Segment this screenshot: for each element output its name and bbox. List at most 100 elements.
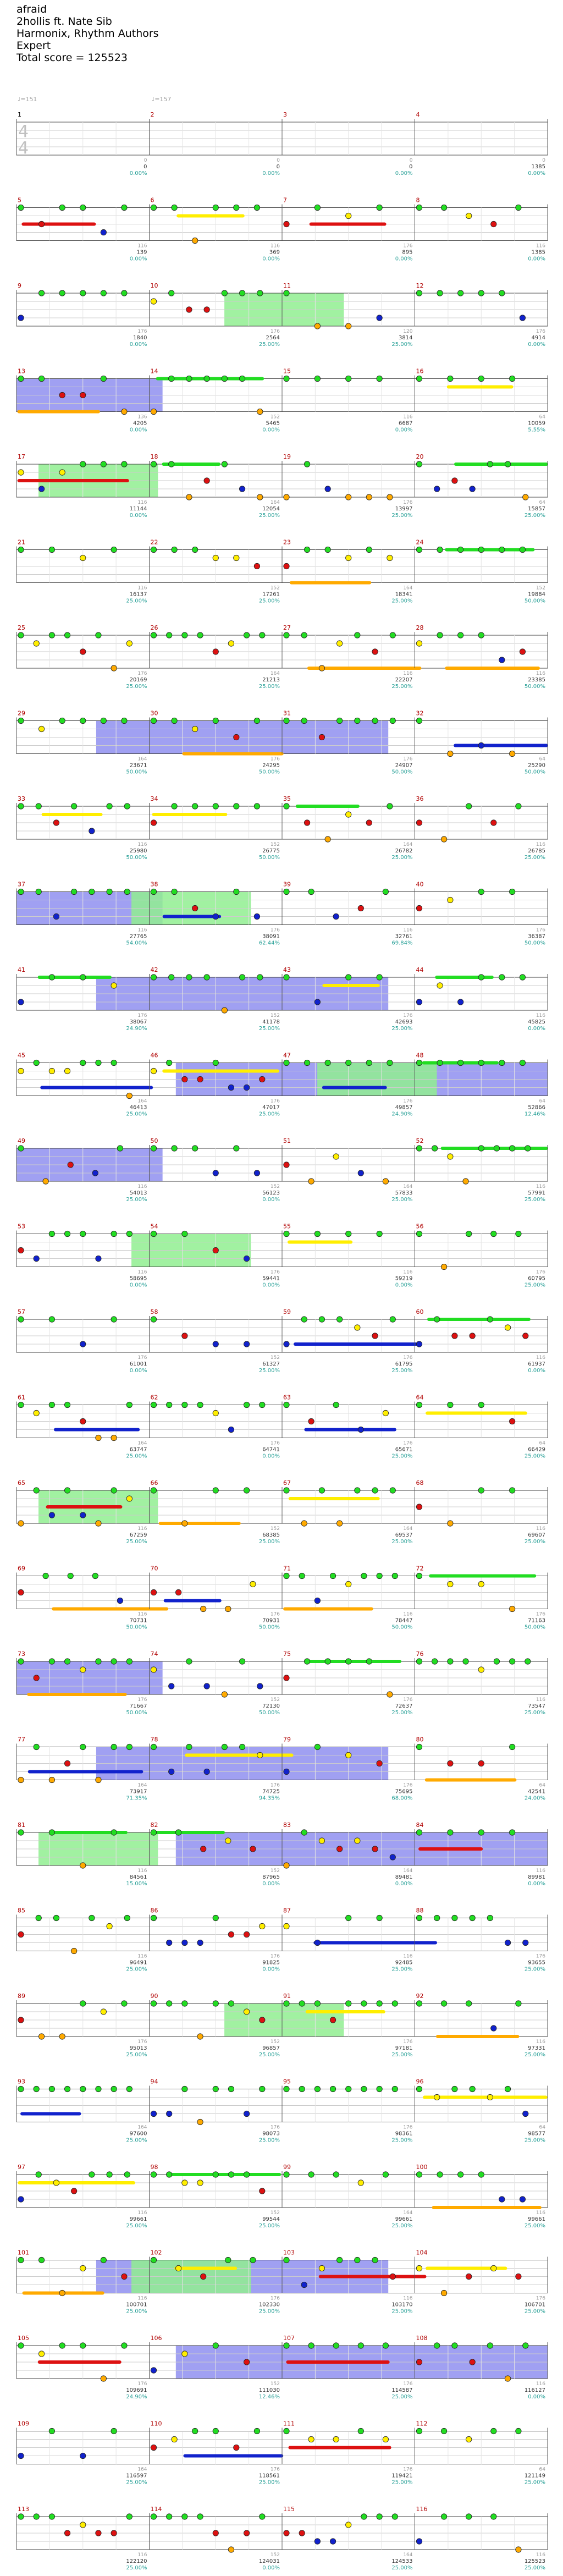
- note-gem: [186, 974, 192, 981]
- note-gem: [18, 1067, 24, 1075]
- note-gem: [283, 2171, 290, 2178]
- chart-row: 811168456115.00%82152879650.00%831648948…: [16, 1821, 548, 1887]
- note-gem: [33, 1487, 40, 1494]
- measure-number: 42: [151, 966, 158, 973]
- note-gem: [150, 408, 157, 415]
- note-gem: [333, 2171, 339, 2178]
- measure-notes: 176: [271, 2467, 280, 2473]
- note-gem: [203, 974, 210, 981]
- note-gem: [95, 1520, 102, 1527]
- measure-notes: 152: [271, 2552, 280, 2558]
- measure-percent: 0.00%: [130, 427, 147, 433]
- measure-notes: 136: [137, 415, 147, 420]
- note-gem: [124, 2171, 130, 2178]
- chart-row: 331162598050.00%341522677550.00%35164267…: [16, 795, 548, 861]
- measure-number: 105: [18, 2335, 29, 2342]
- note-gem: [100, 229, 107, 236]
- note-gem: [336, 1520, 343, 1527]
- note-gem: [228, 2171, 235, 2178]
- note-gem: [38, 2033, 45, 2040]
- note-gem: [478, 974, 484, 981]
- measure-score: 119421: [391, 2473, 412, 2479]
- note-gem: [504, 1324, 511, 1331]
- note-gem: [203, 1768, 210, 1775]
- note-gem: [48, 1776, 55, 1784]
- note-gem: [333, 913, 339, 920]
- measure-percent: 25.00%: [126, 2052, 147, 2058]
- note-gem: [59, 2033, 65, 2040]
- note-gem: [345, 1059, 352, 1066]
- note-gem: [308, 1418, 314, 1425]
- measure-score: 98361: [395, 2131, 413, 2137]
- measure-score: 11144: [130, 506, 147, 512]
- note-gem: [447, 1401, 454, 1408]
- note-gem: [18, 204, 24, 211]
- note-gem: [354, 1837, 361, 1844]
- measure-number: 107: [283, 2335, 295, 2342]
- measure-score: 96857: [262, 2045, 280, 2051]
- measure-percent: 25.00%: [391, 1454, 412, 1460]
- note-gem: [387, 803, 393, 810]
- measure-percent: 25.00%: [391, 598, 412, 604]
- note-gem: [519, 2196, 526, 2203]
- note-gem: [253, 1170, 261, 1176]
- measure-percent: 50.00%: [391, 769, 412, 775]
- measure-number: 64: [416, 1394, 424, 1401]
- measure-number: 91: [283, 1992, 291, 2000]
- note-gem: [478, 1581, 484, 1588]
- measure-number: 29: [18, 710, 25, 717]
- note-gem: [314, 999, 321, 1005]
- measure-score: 75695: [395, 1789, 413, 1795]
- note-gem: [38, 725, 45, 733]
- note-gem: [416, 546, 423, 553]
- note-gem: [354, 717, 361, 724]
- note-gem: [64, 1487, 71, 1494]
- measure-score: 38067: [130, 1019, 147, 1025]
- measure-number: 72: [416, 1565, 424, 1572]
- measure-score: 6687: [399, 421, 412, 427]
- note-gem: [515, 204, 522, 211]
- measure-notes: 176: [536, 1612, 545, 1617]
- note-gem: [259, 1076, 266, 1083]
- measure-score: 0: [409, 164, 412, 170]
- note-gem: [175, 2265, 182, 2272]
- note-gem: [515, 2000, 522, 2007]
- note-gem: [181, 1401, 188, 1408]
- note-gem: [233, 803, 240, 810]
- measure-number: 15: [283, 368, 291, 375]
- measure-score: 66429: [528, 1447, 545, 1453]
- measure-notes: 164: [403, 2210, 412, 2216]
- note-gem: [301, 1520, 307, 1527]
- note-gem: [416, 819, 423, 826]
- measure-percent: 25.00%: [525, 1539, 545, 1545]
- note-gem: [250, 1581, 256, 1588]
- measure-percent: 0.00%: [130, 513, 147, 519]
- note-gem: [345, 974, 352, 981]
- note-gem: [48, 2513, 55, 2520]
- note-gem: [175, 1589, 182, 1596]
- note-gem: [509, 375, 516, 382]
- note-gem: [318, 2265, 325, 2272]
- note-gem: [462, 1658, 469, 1665]
- note-gem: [366, 1658, 372, 1665]
- note-gem: [345, 2522, 352, 2528]
- note-gem: [171, 888, 178, 895]
- note-gem: [212, 913, 219, 920]
- note-gem: [308, 1178, 314, 1185]
- note-gem: [366, 546, 372, 553]
- note-gem: [71, 1947, 78, 1955]
- measure-number: 35: [283, 795, 291, 802]
- note-gem: [391, 2513, 398, 2520]
- note-gem: [457, 2171, 464, 2178]
- note-gem: [53, 2179, 60, 2186]
- measure-percent: 0.00%: [528, 2394, 545, 2400]
- measure-percent: 25.00%: [525, 1197, 545, 1203]
- note-gem: [244, 1084, 250, 1091]
- measure-score: 69607: [528, 1532, 545, 1538]
- note-gem: [318, 734, 325, 741]
- measure-notes: 176: [271, 329, 280, 334]
- measure-score: 1385: [532, 164, 545, 170]
- measure-score: 64741: [262, 1447, 280, 1453]
- measure-notes: 176: [271, 1099, 280, 1104]
- measure-notes: 176: [403, 2381, 412, 2387]
